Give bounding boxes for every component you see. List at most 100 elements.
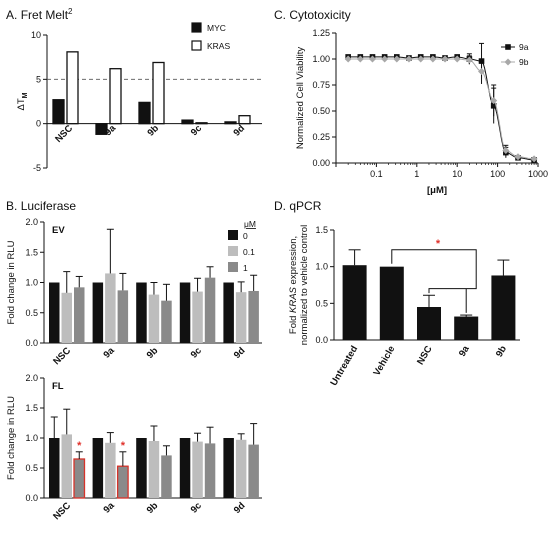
x-tick-label: 9c — [189, 345, 204, 360]
y-axis-label: Fold change in RLU — [6, 396, 17, 480]
panel-d-title: D. qPCR — [274, 199, 322, 213]
legend-swatch-kras — [191, 40, 202, 51]
point-9b — [502, 147, 510, 155]
panel-c-title: C. Cytotoxicity — [274, 8, 351, 22]
y-axis-label-part: KRAS — [288, 286, 299, 313]
significance-marker: * — [121, 440, 126, 452]
bar-kras-nsc — [66, 51, 79, 125]
y-tick-label: 0.0 — [25, 338, 38, 348]
bar-9a-0_1 — [105, 442, 116, 498]
y-tick-label: -5 — [33, 163, 41, 173]
bar-9b-0 — [136, 438, 147, 498]
x-tick-label: NSC — [415, 344, 435, 367]
bar-kras-9d — [238, 115, 251, 125]
bar-9b-1 — [161, 300, 172, 343]
x-tick-label: 9b — [145, 500, 161, 516]
chart-c-cytotoxicity: 0.00 0.25 0.50 0.75 1.00 1.25 0.1 1 10 100 1000 [μM… — [295, 28, 548, 196]
y-tick-label: 0.25 — [312, 132, 330, 142]
y-tick-label: 0.75 — [312, 80, 330, 90]
y-tick-label: 5 — [36, 74, 41, 84]
y-tick-label: 1.0 — [25, 433, 38, 443]
x-tick-label: NSC — [51, 345, 73, 367]
point-9b — [453, 55, 461, 63]
bar-9b-0_1 — [148, 441, 160, 498]
x-tick-label: 9a — [101, 345, 117, 361]
point-9b — [381, 55, 389, 63]
point-9b — [429, 55, 437, 63]
legend-swatch-0_1 — [228, 246, 238, 256]
fit-curve-9a — [348, 56, 535, 161]
bar-9d-0 — [223, 282, 234, 343]
point-9b — [530, 155, 538, 163]
bar-nsc-0_1 — [61, 434, 72, 498]
bar-myc-9c — [181, 119, 194, 125]
y-tick-label: 0 — [36, 119, 41, 129]
point-9b — [393, 55, 401, 63]
point-9b — [465, 56, 473, 64]
x-tick-label: 9c — [189, 123, 204, 138]
y-tick-label: 1.0 — [25, 278, 38, 288]
y-tick-label: 2.0 — [25, 373, 38, 383]
legend-marker-9a — [505, 44, 511, 50]
chart-d-qpcr: 0.0 0.5 1.0 1.5 Fold KRAS expression, normali… — [288, 225, 520, 388]
point-9b — [441, 55, 449, 63]
y-tick-label: 0.50 — [312, 106, 330, 116]
y-tick-label: 1.0 — [315, 262, 328, 272]
bar-nsc-1 — [74, 287, 85, 343]
chart-b-luciferase-ev: 0.0 0.5 1.0 1.5 2.0 Fold change in RLU EV NSC 9a… — [6, 217, 262, 367]
x-tick-label: 9d — [231, 123, 247, 139]
y-axis-label-part: expression, — [288, 236, 299, 287]
bar-kras-9a — [109, 68, 122, 125]
x-tick-label: 9b — [145, 345, 161, 361]
point-9b — [514, 153, 522, 161]
y-tick-label: 1.25 — [312, 28, 330, 38]
x-tick-label: 9b — [494, 344, 509, 359]
bar-9a-0 — [92, 282, 104, 343]
bar-nsc-0 — [49, 438, 60, 498]
bar-9c-0_1 — [192, 291, 203, 343]
bar-9b-0_1 — [148, 294, 160, 343]
bar-9c-0 — [179, 282, 191, 343]
y-tick-label: 0.0 — [315, 335, 328, 345]
x-tick-label: 9b — [145, 123, 161, 139]
bar-kras-9b — [152, 61, 165, 125]
bar-9b — [491, 275, 516, 340]
bar-9d-1 — [248, 290, 259, 343]
bar-9c-0 — [179, 438, 191, 498]
x-tick-label: 0.1 — [370, 169, 383, 179]
bar-9d-0 — [223, 438, 234, 498]
y-axis-label: Fold change in RLU — [6, 240, 17, 324]
bar-9c-1 — [204, 277, 216, 343]
legend-label-0_1: 0.1 — [243, 247, 255, 257]
bar-kras-9c — [195, 122, 208, 125]
x-tick-label: Untreated — [328, 344, 360, 388]
y-tick-label: 2.0 — [25, 217, 38, 227]
significance-marker: * — [77, 440, 82, 452]
y-tick-label: 10 — [31, 30, 41, 40]
bar-nsc-0_1 — [61, 292, 72, 343]
bar-nsc-0 — [49, 282, 60, 343]
significance-marker: * — [436, 238, 441, 250]
bar-9a-0 — [92, 438, 104, 498]
bar-myc-9b — [138, 101, 151, 125]
bar-nsc-1 — [73, 458, 86, 499]
bar-9c-0_1 — [192, 441, 203, 498]
point-9b — [490, 97, 498, 105]
chart-b-luciferase-fl: 0.0 0.5 1.0 1.5 2.0 Fold change in RLU FL * NSC *… — [6, 373, 262, 522]
bar-myc-nsc — [52, 99, 65, 125]
bar-9d-0_1 — [235, 439, 247, 498]
bar-9a-1 — [117, 290, 129, 343]
legend-title: μM — [244, 219, 256, 229]
bar-myc-9d — [224, 121, 237, 125]
bar-vehicle — [379, 266, 404, 340]
y-axis-label: ΔTM — [16, 92, 29, 110]
legend-label-1: 1 — [243, 263, 248, 273]
y-tick-label: 0.00 — [312, 158, 330, 168]
legend-label-9b: 9b — [519, 57, 529, 67]
x-tick-label: 9d — [232, 500, 248, 516]
fit-curve-9b — [348, 58, 535, 160]
y-axis-label: Normalized Cell Viability — [295, 47, 306, 150]
point-9b — [344, 55, 352, 63]
